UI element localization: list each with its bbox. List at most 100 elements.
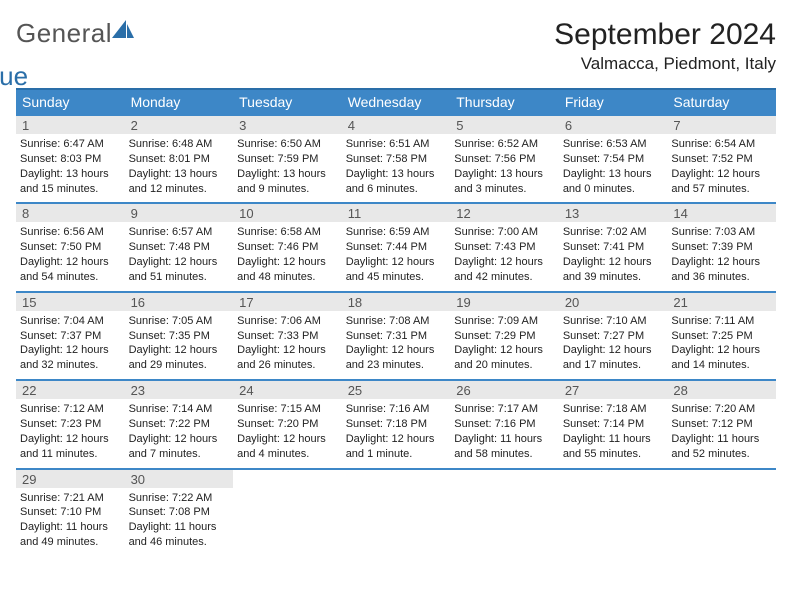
day-body: Sunrise: 7:00 AMSunset: 7:43 PMDaylight:… bbox=[450, 222, 559, 290]
day-number: 28 bbox=[667, 381, 776, 399]
day-number: 6 bbox=[559, 116, 668, 134]
day-body: Sunrise: 7:08 AMSunset: 7:31 PMDaylight:… bbox=[342, 311, 451, 379]
day-cell: 28Sunrise: 7:20 AMSunset: 7:12 PMDayligh… bbox=[667, 380, 776, 468]
day-body: Sunrise: 6:54 AMSunset: 7:52 PMDaylight:… bbox=[667, 134, 776, 202]
day-number: 16 bbox=[125, 293, 234, 311]
day-cell: 23Sunrise: 7:14 AMSunset: 7:22 PMDayligh… bbox=[125, 380, 234, 468]
day-body: Sunrise: 7:15 AMSunset: 7:20 PMDaylight:… bbox=[233, 399, 342, 467]
day-number: 26 bbox=[450, 381, 559, 399]
day-cell bbox=[667, 469, 776, 556]
day-cell: 30Sunrise: 7:22 AMSunset: 7:08 PMDayligh… bbox=[125, 469, 234, 556]
day-number: 13 bbox=[559, 204, 668, 222]
day-body: Sunrise: 6:48 AMSunset: 8:01 PMDaylight:… bbox=[125, 134, 234, 202]
day-number: 25 bbox=[342, 381, 451, 399]
day-body: Sunrise: 7:20 AMSunset: 7:12 PMDaylight:… bbox=[667, 399, 776, 467]
day-header: Friday bbox=[559, 89, 668, 115]
day-body: Sunrise: 7:10 AMSunset: 7:27 PMDaylight:… bbox=[559, 311, 668, 379]
day-cell: 8Sunrise: 6:56 AMSunset: 7:50 PMDaylight… bbox=[16, 203, 125, 291]
day-cell: 22Sunrise: 7:12 AMSunset: 7:23 PMDayligh… bbox=[16, 380, 125, 468]
day-cell bbox=[450, 469, 559, 556]
logo-word1: General bbox=[16, 18, 112, 48]
day-number: 30 bbox=[125, 470, 234, 488]
day-cell: 25Sunrise: 7:16 AMSunset: 7:18 PMDayligh… bbox=[342, 380, 451, 468]
header: General Blue September 2024 Valmacca, Pi… bbox=[16, 18, 776, 80]
day-number: 2 bbox=[125, 116, 234, 134]
day-cell: 4Sunrise: 6:51 AMSunset: 7:58 PMDaylight… bbox=[342, 115, 451, 203]
day-body: Sunrise: 6:51 AMSunset: 7:58 PMDaylight:… bbox=[342, 134, 451, 202]
day-cell: 29Sunrise: 7:21 AMSunset: 7:10 PMDayligh… bbox=[16, 469, 125, 556]
day-cell: 3Sunrise: 6:50 AMSunset: 7:59 PMDaylight… bbox=[233, 115, 342, 203]
day-number: 21 bbox=[667, 293, 776, 311]
day-number: 24 bbox=[233, 381, 342, 399]
day-number: 12 bbox=[450, 204, 559, 222]
day-body: Sunrise: 7:18 AMSunset: 7:14 PMDaylight:… bbox=[559, 399, 668, 467]
week-row: 22Sunrise: 7:12 AMSunset: 7:23 PMDayligh… bbox=[16, 380, 776, 468]
day-number: 9 bbox=[125, 204, 234, 222]
day-number: 17 bbox=[233, 293, 342, 311]
day-header-row: SundayMondayTuesdayWednesdayThursdayFrid… bbox=[16, 89, 776, 115]
day-body: Sunrise: 7:03 AMSunset: 7:39 PMDaylight:… bbox=[667, 222, 776, 290]
day-cell: 20Sunrise: 7:10 AMSunset: 7:27 PMDayligh… bbox=[559, 292, 668, 380]
day-number: 18 bbox=[342, 293, 451, 311]
day-header: Monday bbox=[125, 89, 234, 115]
day-body: Sunrise: 6:52 AMSunset: 7:56 PMDaylight:… bbox=[450, 134, 559, 202]
day-body: Sunrise: 7:11 AMSunset: 7:25 PMDaylight:… bbox=[667, 311, 776, 379]
day-body: Sunrise: 7:17 AMSunset: 7:16 PMDaylight:… bbox=[450, 399, 559, 467]
day-header: Tuesday bbox=[233, 89, 342, 115]
day-cell: 17Sunrise: 7:06 AMSunset: 7:33 PMDayligh… bbox=[233, 292, 342, 380]
day-cell: 13Sunrise: 7:02 AMSunset: 7:41 PMDayligh… bbox=[559, 203, 668, 291]
day-header: Sunday bbox=[16, 89, 125, 115]
day-header: Saturday bbox=[667, 89, 776, 115]
day-body: Sunrise: 6:50 AMSunset: 7:59 PMDaylight:… bbox=[233, 134, 342, 202]
day-number: 10 bbox=[233, 204, 342, 222]
day-body: Sunrise: 6:47 AMSunset: 8:03 PMDaylight:… bbox=[16, 134, 125, 202]
day-body: Sunrise: 6:58 AMSunset: 7:46 PMDaylight:… bbox=[233, 222, 342, 290]
day-number: 22 bbox=[16, 381, 125, 399]
day-body: Sunrise: 7:05 AMSunset: 7:35 PMDaylight:… bbox=[125, 311, 234, 379]
day-number: 4 bbox=[342, 116, 451, 134]
day-number: 5 bbox=[450, 116, 559, 134]
day-body: Sunrise: 7:04 AMSunset: 7:37 PMDaylight:… bbox=[16, 311, 125, 379]
week-row: 15Sunrise: 7:04 AMSunset: 7:37 PMDayligh… bbox=[16, 292, 776, 380]
day-cell: 27Sunrise: 7:18 AMSunset: 7:14 PMDayligh… bbox=[559, 380, 668, 468]
day-body: Sunrise: 6:53 AMSunset: 7:54 PMDaylight:… bbox=[559, 134, 668, 202]
day-number: 15 bbox=[16, 293, 125, 311]
location: Valmacca, Piedmont, Italy bbox=[554, 54, 776, 74]
title-block: September 2024 Valmacca, Piedmont, Italy bbox=[554, 18, 776, 74]
month-title: September 2024 bbox=[554, 18, 776, 52]
day-cell: 7Sunrise: 6:54 AMSunset: 7:52 PMDaylight… bbox=[667, 115, 776, 203]
day-cell: 24Sunrise: 7:15 AMSunset: 7:20 PMDayligh… bbox=[233, 380, 342, 468]
day-cell: 5Sunrise: 6:52 AMSunset: 7:56 PMDaylight… bbox=[450, 115, 559, 203]
day-header: Wednesday bbox=[342, 89, 451, 115]
day-body: Sunrise: 6:57 AMSunset: 7:48 PMDaylight:… bbox=[125, 222, 234, 290]
logo: General Blue bbox=[16, 18, 134, 80]
day-number: 14 bbox=[667, 204, 776, 222]
day-cell: 2Sunrise: 6:48 AMSunset: 8:01 PMDaylight… bbox=[125, 115, 234, 203]
day-number: 11 bbox=[342, 204, 451, 222]
day-body: Sunrise: 7:06 AMSunset: 7:33 PMDaylight:… bbox=[233, 311, 342, 379]
day-cell: 19Sunrise: 7:09 AMSunset: 7:29 PMDayligh… bbox=[450, 292, 559, 380]
day-cell: 11Sunrise: 6:59 AMSunset: 7:44 PMDayligh… bbox=[342, 203, 451, 291]
day-number: 3 bbox=[233, 116, 342, 134]
day-cell: 12Sunrise: 7:00 AMSunset: 7:43 PMDayligh… bbox=[450, 203, 559, 291]
calendar-table: SundayMondayTuesdayWednesdayThursdayFrid… bbox=[16, 88, 776, 556]
day-cell: 10Sunrise: 6:58 AMSunset: 7:46 PMDayligh… bbox=[233, 203, 342, 291]
day-cell bbox=[342, 469, 451, 556]
day-number: 7 bbox=[667, 116, 776, 134]
week-row: 8Sunrise: 6:56 AMSunset: 7:50 PMDaylight… bbox=[16, 203, 776, 291]
day-cell: 18Sunrise: 7:08 AMSunset: 7:31 PMDayligh… bbox=[342, 292, 451, 380]
day-number: 27 bbox=[559, 381, 668, 399]
day-cell: 6Sunrise: 6:53 AMSunset: 7:54 PMDaylight… bbox=[559, 115, 668, 203]
day-cell: 15Sunrise: 7:04 AMSunset: 7:37 PMDayligh… bbox=[16, 292, 125, 380]
day-number: 20 bbox=[559, 293, 668, 311]
day-number: 19 bbox=[450, 293, 559, 311]
day-cell bbox=[233, 469, 342, 556]
day-cell: 9Sunrise: 6:57 AMSunset: 7:48 PMDaylight… bbox=[125, 203, 234, 291]
day-cell: 26Sunrise: 7:17 AMSunset: 7:16 PMDayligh… bbox=[450, 380, 559, 468]
day-number: 29 bbox=[16, 470, 125, 488]
day-body: Sunrise: 7:21 AMSunset: 7:10 PMDaylight:… bbox=[16, 488, 125, 556]
day-cell: 21Sunrise: 7:11 AMSunset: 7:25 PMDayligh… bbox=[667, 292, 776, 380]
day-cell: 14Sunrise: 7:03 AMSunset: 7:39 PMDayligh… bbox=[667, 203, 776, 291]
day-body: Sunrise: 7:12 AMSunset: 7:23 PMDaylight:… bbox=[16, 399, 125, 467]
day-number: 1 bbox=[16, 116, 125, 134]
